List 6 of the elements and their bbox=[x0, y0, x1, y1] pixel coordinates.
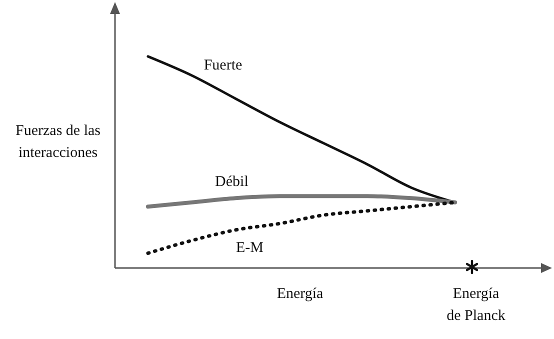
series-label: Débil bbox=[215, 174, 248, 190]
series-label: Fuerte bbox=[204, 57, 243, 74]
y-axis-title: Fuerzas de las interacciones bbox=[16, 123, 101, 161]
series-label: E-M bbox=[236, 240, 264, 256]
x-axis-title: Energía bbox=[276, 286, 324, 302]
text: Energía de Planck bbox=[446, 286, 506, 324]
